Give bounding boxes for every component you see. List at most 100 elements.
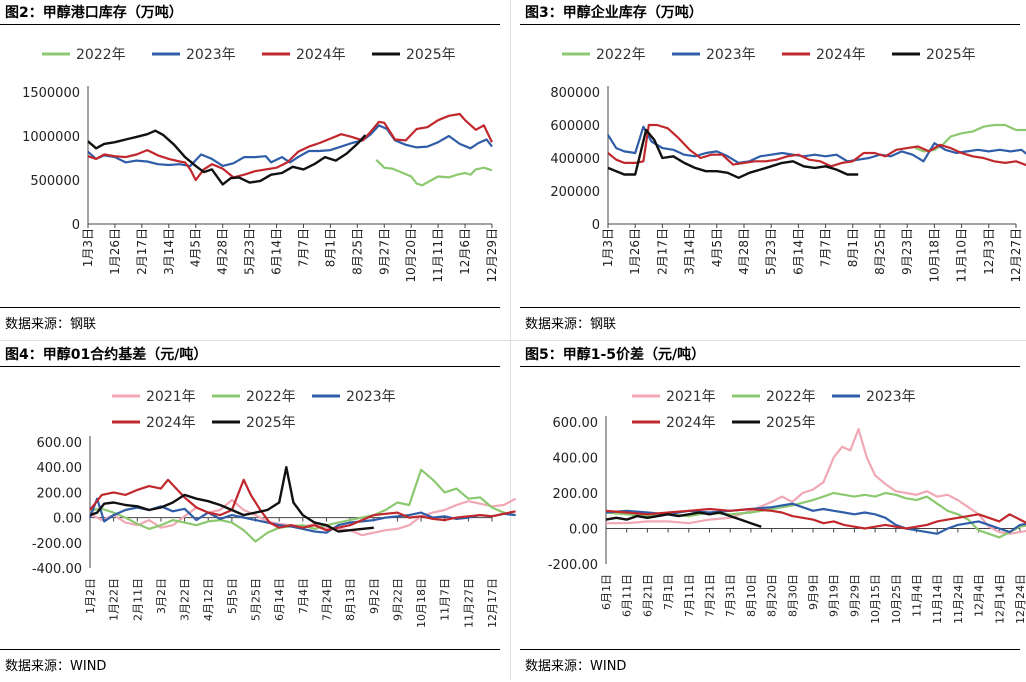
- x-tick-label: 6月14日: [270, 228, 284, 275]
- x-tick-label: 8月10日: [745, 574, 758, 617]
- x-tick-label: 4月28日: [216, 228, 230, 275]
- y-tick-label: 200.00: [553, 487, 599, 502]
- x-tick-label: 6月14日: [791, 228, 805, 275]
- legend-label: 2025年: [766, 415, 816, 431]
- footer-rule: [520, 649, 1020, 650]
- source-note: 数据来源：WIND: [5, 659, 107, 674]
- y-tick-label: -200.00: [548, 558, 598, 573]
- x-tick-label: 5月5日: [226, 578, 239, 614]
- x-tick-label: 11月11日: [431, 228, 445, 283]
- y-tick-label: 200.00: [37, 486, 83, 501]
- source-note: 数据来源：钢联: [5, 317, 97, 332]
- x-tick-label: 8月30日: [786, 574, 799, 617]
- legend-label: 2023年: [866, 389, 916, 405]
- x-tick-label: 8月1日: [846, 228, 860, 267]
- x-tick-label: 8月25日: [873, 228, 887, 275]
- title-rule: [520, 366, 1020, 367]
- x-tick-label: 8月13日: [344, 578, 357, 621]
- x-tick-label: 7月31日: [724, 574, 737, 617]
- series-line: [606, 428, 1026, 535]
- series-line: [87, 124, 493, 167]
- series-line: [87, 112, 493, 182]
- y-tick-label: 0: [592, 218, 600, 233]
- spread-panel: 图5：甲醇1-5价差（元/吨） 600.00 400.00 200.00 0.00 -2…: [520, 342, 1026, 682]
- x-tick-label: 3月14日: [683, 228, 697, 275]
- legend-label: 2022年: [766, 389, 816, 405]
- chart-title: 图3：甲醇企业库存（万吨）: [525, 5, 703, 21]
- x-tick-label: 5月25日: [250, 578, 263, 621]
- x-tick-label: 12月3日: [982, 228, 996, 275]
- x-tick-label: 10月18日: [415, 578, 428, 628]
- x-tick-label: 9月22日: [391, 578, 404, 621]
- x-tick-label: 11月4日: [911, 574, 924, 617]
- x-tick-label: 11月10日: [955, 228, 969, 283]
- y-tick-label: 600.00: [37, 436, 83, 451]
- y-tick-label: -200.00: [32, 537, 82, 552]
- x-tick-label: 12月6日: [458, 228, 472, 275]
- legend-label: 2024年: [146, 415, 196, 431]
- legend-label: 2024年: [666, 415, 716, 431]
- legend-label: 2023年: [346, 389, 396, 405]
- title-rule: [0, 366, 500, 367]
- series-line: [89, 466, 374, 533]
- series-line: [375, 159, 493, 187]
- x-tick-label: 3月22日: [179, 578, 192, 621]
- x-tick-label: 12月29日: [485, 228, 499, 283]
- x-tick-label: 1月3日: [81, 228, 95, 267]
- x-tick-label: 4月5日: [189, 228, 203, 267]
- x-tick-label: 7月11日: [683, 574, 696, 617]
- x-tick-label: 4月28日: [737, 228, 751, 275]
- legend-label: 2025年: [926, 47, 976, 63]
- source-note: 数据来源：WIND: [525, 659, 627, 674]
- legend-label: 2021年: [666, 389, 716, 405]
- basis-panel: 图4：甲醇01合约基差（元/吨） 600.00 400.00 200.00 0.00 -…: [0, 342, 517, 682]
- series-line: [607, 128, 859, 179]
- x-tick-label: 12月17日: [486, 578, 499, 628]
- legend-label: 2023年: [186, 47, 236, 63]
- x-tick-label: 7月21日: [704, 574, 717, 617]
- x-tick-label: 2月11日: [131, 578, 144, 621]
- x-tick-label: 6月11日: [621, 574, 634, 617]
- series-line: [89, 478, 516, 532]
- x-tick-label: 9月23日: [900, 228, 914, 275]
- x-tick-label: 12月27日: [1009, 228, 1023, 283]
- basis-chart: 600.00 400.00 200.00 0.00 -200.00 -400.001月2日…: [32, 389, 517, 628]
- y-tick-label: 400.00: [553, 452, 599, 467]
- y-tick-label: 400000: [550, 152, 600, 167]
- x-tick-label: 10月18日: [927, 228, 941, 283]
- enterprise-inventory-panel: 图3：甲醇企业库存（万吨） 800000 600000 400000 200000 0 1…: [520, 0, 1026, 340]
- series-line: [89, 497, 517, 537]
- x-tick-label: 7月24日: [320, 578, 333, 621]
- x-tick-label: 11月7日: [439, 578, 452, 621]
- footer-rule: [520, 307, 1020, 308]
- x-tick-label: 1月2日: [84, 578, 97, 614]
- x-tick-label: 1月22日: [108, 578, 121, 621]
- x-tick-label: 8月20日: [766, 574, 779, 617]
- x-tick-label: 3月2日: [155, 578, 168, 614]
- legend-label: 2022年: [246, 389, 296, 405]
- title-rule: [0, 24, 500, 25]
- footer-rule: [0, 307, 500, 308]
- x-tick-label: 6月1日: [600, 574, 613, 610]
- x-tick-label: 2月17日: [655, 228, 669, 275]
- source-note: 数据来源：钢联: [525, 317, 617, 332]
- x-tick-label: 10月15日: [869, 574, 882, 624]
- y-tick-label: 1000000: [22, 130, 80, 145]
- x-tick-label: 11月24日: [952, 574, 965, 624]
- y-tick-label: 600.00: [553, 416, 599, 431]
- x-tick-label: 5月23日: [243, 228, 257, 275]
- series-line: [607, 123, 1026, 168]
- y-tick-label: -400.00: [32, 562, 82, 577]
- x-tick-label: 4月5日: [710, 228, 724, 267]
- x-tick-label: 11月27日: [462, 578, 475, 628]
- x-tick-label: 6月21日: [641, 574, 654, 617]
- x-tick-label: 6月14日: [273, 578, 286, 621]
- y-tick-label: 400.00: [37, 461, 83, 476]
- x-tick-label: 7月7日: [296, 228, 310, 267]
- x-tick-label: 1月3日: [601, 228, 615, 267]
- x-tick-label: 3月14日: [162, 228, 176, 275]
- series-line: [87, 129, 367, 186]
